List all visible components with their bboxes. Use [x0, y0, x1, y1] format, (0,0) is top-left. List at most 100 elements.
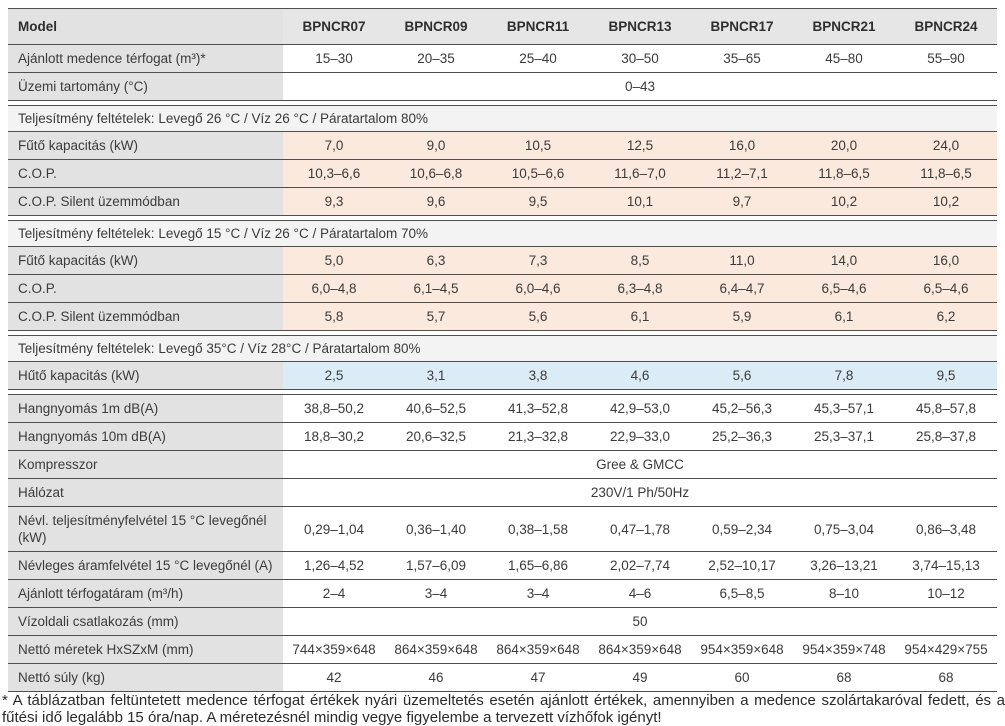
- value-cell: 4,6: [589, 362, 691, 389]
- value-cell: 3,1: [385, 362, 487, 389]
- value-cell: 10–12: [895, 580, 997, 607]
- table-row: C.O.P. Silent üzemmódban 9,3 9,6 9,5 10,1 9,7…: [8, 188, 997, 216]
- value-cell: 0,29–1,04: [283, 507, 385, 551]
- value-cell: 25,8–37,8: [895, 423, 997, 450]
- value-cell: 2–4: [283, 580, 385, 607]
- value-cell: 6,5–4,6: [793, 275, 895, 302]
- row-label: Fűtő kapacitás (kW): [8, 247, 283, 274]
- value-cell: 10,2: [793, 188, 895, 215]
- value-cell: 954×359×748: [793, 636, 895, 663]
- value-cell: 45,8–57,8: [895, 395, 997, 422]
- column-header-bpncr21: BPNCR21: [812, 19, 876, 34]
- value-cell: 2,5: [283, 362, 385, 389]
- row-group-separator: [8, 101, 997, 106]
- value-cell: 60: [691, 664, 793, 691]
- section-header: Teljesítmény feltételek: Levegő 26 °C / …: [8, 106, 997, 132]
- row-label: Névleges áramfelvétel 15 °C levegőnél (A…: [8, 552, 283, 579]
- value-cell: 38,8–50,2: [283, 395, 385, 422]
- value-cell: 864×359×648: [487, 636, 589, 663]
- value-cell: 5,0: [283, 247, 385, 274]
- value-cell: 25,3–37,1: [793, 423, 895, 450]
- value-cell: 41,3–52,8: [487, 395, 589, 422]
- value-cell: 11,6–7,0: [589, 160, 691, 187]
- table-row: Névleges áramfelvétel 15 °C levegőnél (A…: [8, 552, 997, 580]
- value-cell: 6,1: [589, 303, 691, 330]
- value-cell: 954×429×755: [895, 636, 997, 663]
- table-row: Üzemi tartomány (°C) 0–43: [8, 73, 997, 101]
- value-cell: 16,0: [691, 132, 793, 159]
- row-group-separator: [8, 331, 997, 336]
- table-row: Hálózat 230V/1 Ph/50Hz: [8, 479, 997, 507]
- value-cell: 45,2–56,3: [691, 395, 793, 422]
- footnote: * A táblázatban feltüntetett medence tér…: [2, 692, 1005, 726]
- value-cell: 2,02–7,74: [589, 552, 691, 579]
- value-cell: 3,74–15,13: [895, 552, 997, 579]
- row-label: Vízoldali csatlakozás (mm): [8, 608, 283, 635]
- value-cell: 5,7: [385, 303, 487, 330]
- value-cell: 1,57–6,09: [385, 552, 487, 579]
- table-row: Hangnyomás 10m dB(A) 18,8–30,2 20,6–32,5 21…: [8, 423, 997, 451]
- value-cell: 11,8–6,5: [895, 160, 997, 187]
- value-cell: 3,26–13,21: [793, 552, 895, 579]
- column-header-bpncr11: BPNCR11: [506, 19, 570, 34]
- value-cell: 2,52–10,17: [691, 552, 793, 579]
- value-cell: 6,1: [793, 303, 895, 330]
- value-cell: 0,47–1,78: [589, 507, 691, 551]
- value-cell: 864×359×648: [589, 636, 691, 663]
- value-cell: 6,4–4,7: [691, 275, 793, 302]
- value-cell: 4–6: [589, 580, 691, 607]
- value-cell: 20,0: [793, 132, 895, 159]
- table-row: Névl. teljesítményfelvétel 15 °C levegőn…: [8, 507, 997, 552]
- value-cell: 5,6: [691, 362, 793, 389]
- row-label: Nettó méretek HxSZxM (mm): [8, 636, 283, 663]
- value-cell: 10,1: [589, 188, 691, 215]
- value-cell: 9,7: [691, 188, 793, 215]
- row-label: Névl. teljesítményfelvétel 15 °C levegőn…: [8, 507, 283, 551]
- value-cell: 9,5: [487, 188, 589, 215]
- row-label: Hangnyomás 10m dB(A): [8, 423, 283, 450]
- row-label: C.O.P.: [8, 275, 283, 302]
- value-cell: 9,5: [895, 362, 997, 389]
- row-label: Hangnyomás 1m dB(A): [8, 395, 283, 422]
- row-label: Fűtő kapacitás (kW): [8, 132, 283, 159]
- value-cell: 6,0–4,8: [283, 275, 385, 302]
- value-cell: 15–30: [283, 45, 385, 72]
- value-cell: 10,5–6,6: [487, 160, 589, 187]
- value-cell: 6,3: [385, 247, 487, 274]
- value-cell: 46: [385, 664, 487, 691]
- value-cell: 0,59–2,34: [691, 507, 793, 551]
- table-row: Nettó súly (kg) 42 46 47 49 60 68 68: [8, 664, 997, 692]
- value-cell: 22,9–33,0: [589, 423, 691, 450]
- column-header-bpncr17: BPNCR17: [710, 19, 774, 34]
- spec-table: Model BPNCR07 BPNCR09 BPNCR11 BPNCR13 BPNCR17…: [8, 8, 997, 692]
- value-cell: 0,38–1,58: [487, 507, 589, 551]
- value-cell: 10,5: [487, 132, 589, 159]
- value-cell: 6,3–4,8: [589, 275, 691, 302]
- merged-value-cell: 230V/1 Ph/50Hz: [283, 479, 997, 506]
- value-cell: 6,5–8,5: [691, 580, 793, 607]
- value-cell: 8–10: [793, 580, 895, 607]
- value-cell: 35–65: [691, 45, 793, 72]
- value-cell: 45,3–57,1: [793, 395, 895, 422]
- value-cell: 68: [793, 664, 895, 691]
- value-cell: 1,26–4,52: [283, 552, 385, 579]
- row-label: C.O.P.: [8, 160, 283, 187]
- table-row: Hangnyomás 1m dB(A) 38,8–50,2 40,6–52,5 41,…: [8, 395, 997, 423]
- value-cell: 744×359×648: [283, 636, 385, 663]
- value-cell: 16,0: [895, 247, 997, 274]
- value-cell: 12,5: [589, 132, 691, 159]
- value-cell: 9,6: [385, 188, 487, 215]
- value-cell: 5,6: [487, 303, 589, 330]
- value-cell: 0,75–3,04: [793, 507, 895, 551]
- section-header: Teljesítmény feltételek: Levegő 15 °C / …: [8, 221, 997, 247]
- value-cell: 11,8–6,5: [793, 160, 895, 187]
- column-header-bpncr09: BPNCR09: [404, 19, 468, 34]
- row-label: C.O.P. Silent üzemmódban: [8, 188, 283, 215]
- value-cell: 47: [487, 664, 589, 691]
- table-row: Ajánlott térfogatáram (m³/h) 2–4 3–4 3–4 4–6…: [8, 580, 997, 608]
- table-row: Hűtő kapacitás (kW) 2,5 3,1 3,8 4,6 5,6 7,8 9,5: [8, 362, 997, 390]
- value-cell: 25–40: [487, 45, 589, 72]
- value-cell: 68: [895, 664, 997, 691]
- value-cell: 30–50: [589, 45, 691, 72]
